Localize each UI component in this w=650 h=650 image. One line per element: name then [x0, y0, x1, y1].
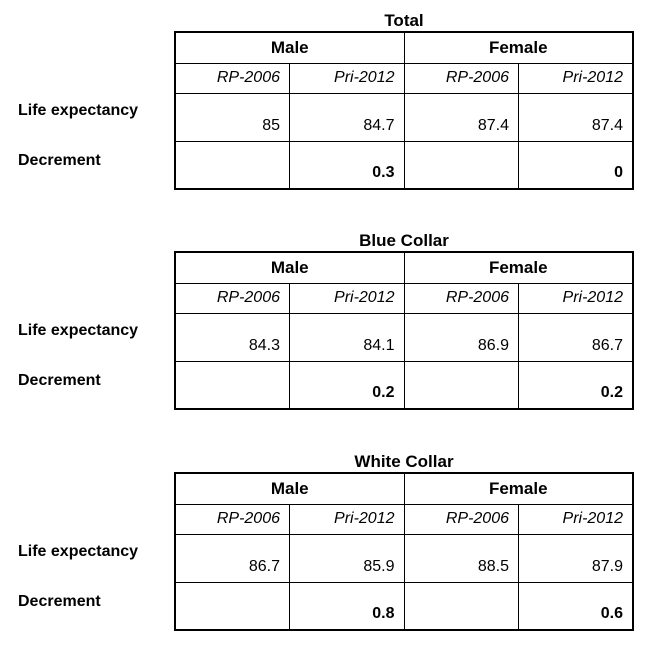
- data-table-white-collar: Male Female RP-2006 Pri-2012 RP-2006 Pri…: [174, 472, 634, 631]
- basis-header-female-rp2006: RP-2006: [403, 282, 519, 314]
- row-label-life-expectancy: Life expectancy: [18, 322, 139, 339]
- decrement-cell: [174, 360, 290, 410]
- decrement-cell: 0.2: [518, 360, 634, 410]
- table-title: Blue Collar: [359, 231, 449, 250]
- decrement-cell: 0.8: [289, 581, 405, 631]
- decrement-cell: 0: [518, 140, 634, 190]
- decrement-cell: 0.2: [289, 360, 405, 410]
- life-expectancy-cell: 84.7: [289, 92, 405, 142]
- life-expectancy-cell: 84.3: [174, 312, 290, 362]
- row-label-life-expectancy: Life expectancy: [18, 543, 139, 560]
- decrement-cell: 0.6: [518, 581, 634, 631]
- female-header: Female: [403, 31, 634, 64]
- life-expectancy-cell: 85.9: [289, 533, 405, 583]
- decrement-cell: [174, 140, 290, 190]
- life-expectancy-cell: 86.9: [403, 312, 519, 362]
- basis-header-male-rp2006: RP-2006: [174, 282, 290, 314]
- table-title: White Collar: [354, 452, 454, 471]
- basis-header-male-pri2012: Pri-2012: [289, 62, 405, 94]
- basis-header-female-pri2012: Pri-2012: [518, 282, 634, 314]
- female-header: Female: [403, 472, 634, 505]
- basis-header-male-rp2006: RP-2006: [174, 62, 290, 94]
- basis-header-male-pri2012: Pri-2012: [289, 282, 405, 314]
- life-expectancy-cell: 86.7: [174, 533, 290, 583]
- life-expectancy-cell: 87.4: [403, 92, 519, 142]
- row-label-decrement: Decrement: [18, 152, 101, 169]
- basis-header-female-rp2006: RP-2006: [403, 62, 519, 94]
- decrement-cell: 0.3: [289, 140, 405, 190]
- basis-header-female-pri2012: Pri-2012: [518, 503, 634, 535]
- decrement-cell: [174, 581, 290, 631]
- decrement-cell: [403, 360, 519, 410]
- life-expectancy-cell: 86.7: [518, 312, 634, 362]
- data-table-total: Male Female RP-2006 Pri-2012 RP-2006 Pri…: [174, 31, 634, 190]
- female-header: Female: [403, 251, 634, 284]
- decrement-cell: [403, 140, 519, 190]
- data-table-blue-collar: Male Female RP-2006 Pri-2012 RP-2006 Pri…: [174, 251, 634, 410]
- table-title: Total: [384, 11, 424, 30]
- life-expectancy-cell: 87.9: [518, 533, 634, 583]
- life-expectancy-cell: 87.4: [518, 92, 634, 142]
- row-label-decrement: Decrement: [18, 593, 101, 610]
- basis-header-male-pri2012: Pri-2012: [289, 503, 405, 535]
- basis-header-male-rp2006: RP-2006: [174, 503, 290, 535]
- male-header: Male: [174, 31, 405, 64]
- life-expectancy-cell: 88.5: [403, 533, 519, 583]
- row-label-decrement: Decrement: [18, 372, 101, 389]
- life-expectancy-cell: 85: [174, 92, 290, 142]
- basis-header-female-rp2006: RP-2006: [403, 503, 519, 535]
- row-label-life-expectancy: Life expectancy: [18, 102, 139, 119]
- decrement-cell: [403, 581, 519, 631]
- basis-header-female-pri2012: Pri-2012: [518, 62, 634, 94]
- life-expectancy-cell: 84.1: [289, 312, 405, 362]
- male-header: Male: [174, 251, 405, 284]
- male-header: Male: [174, 472, 405, 505]
